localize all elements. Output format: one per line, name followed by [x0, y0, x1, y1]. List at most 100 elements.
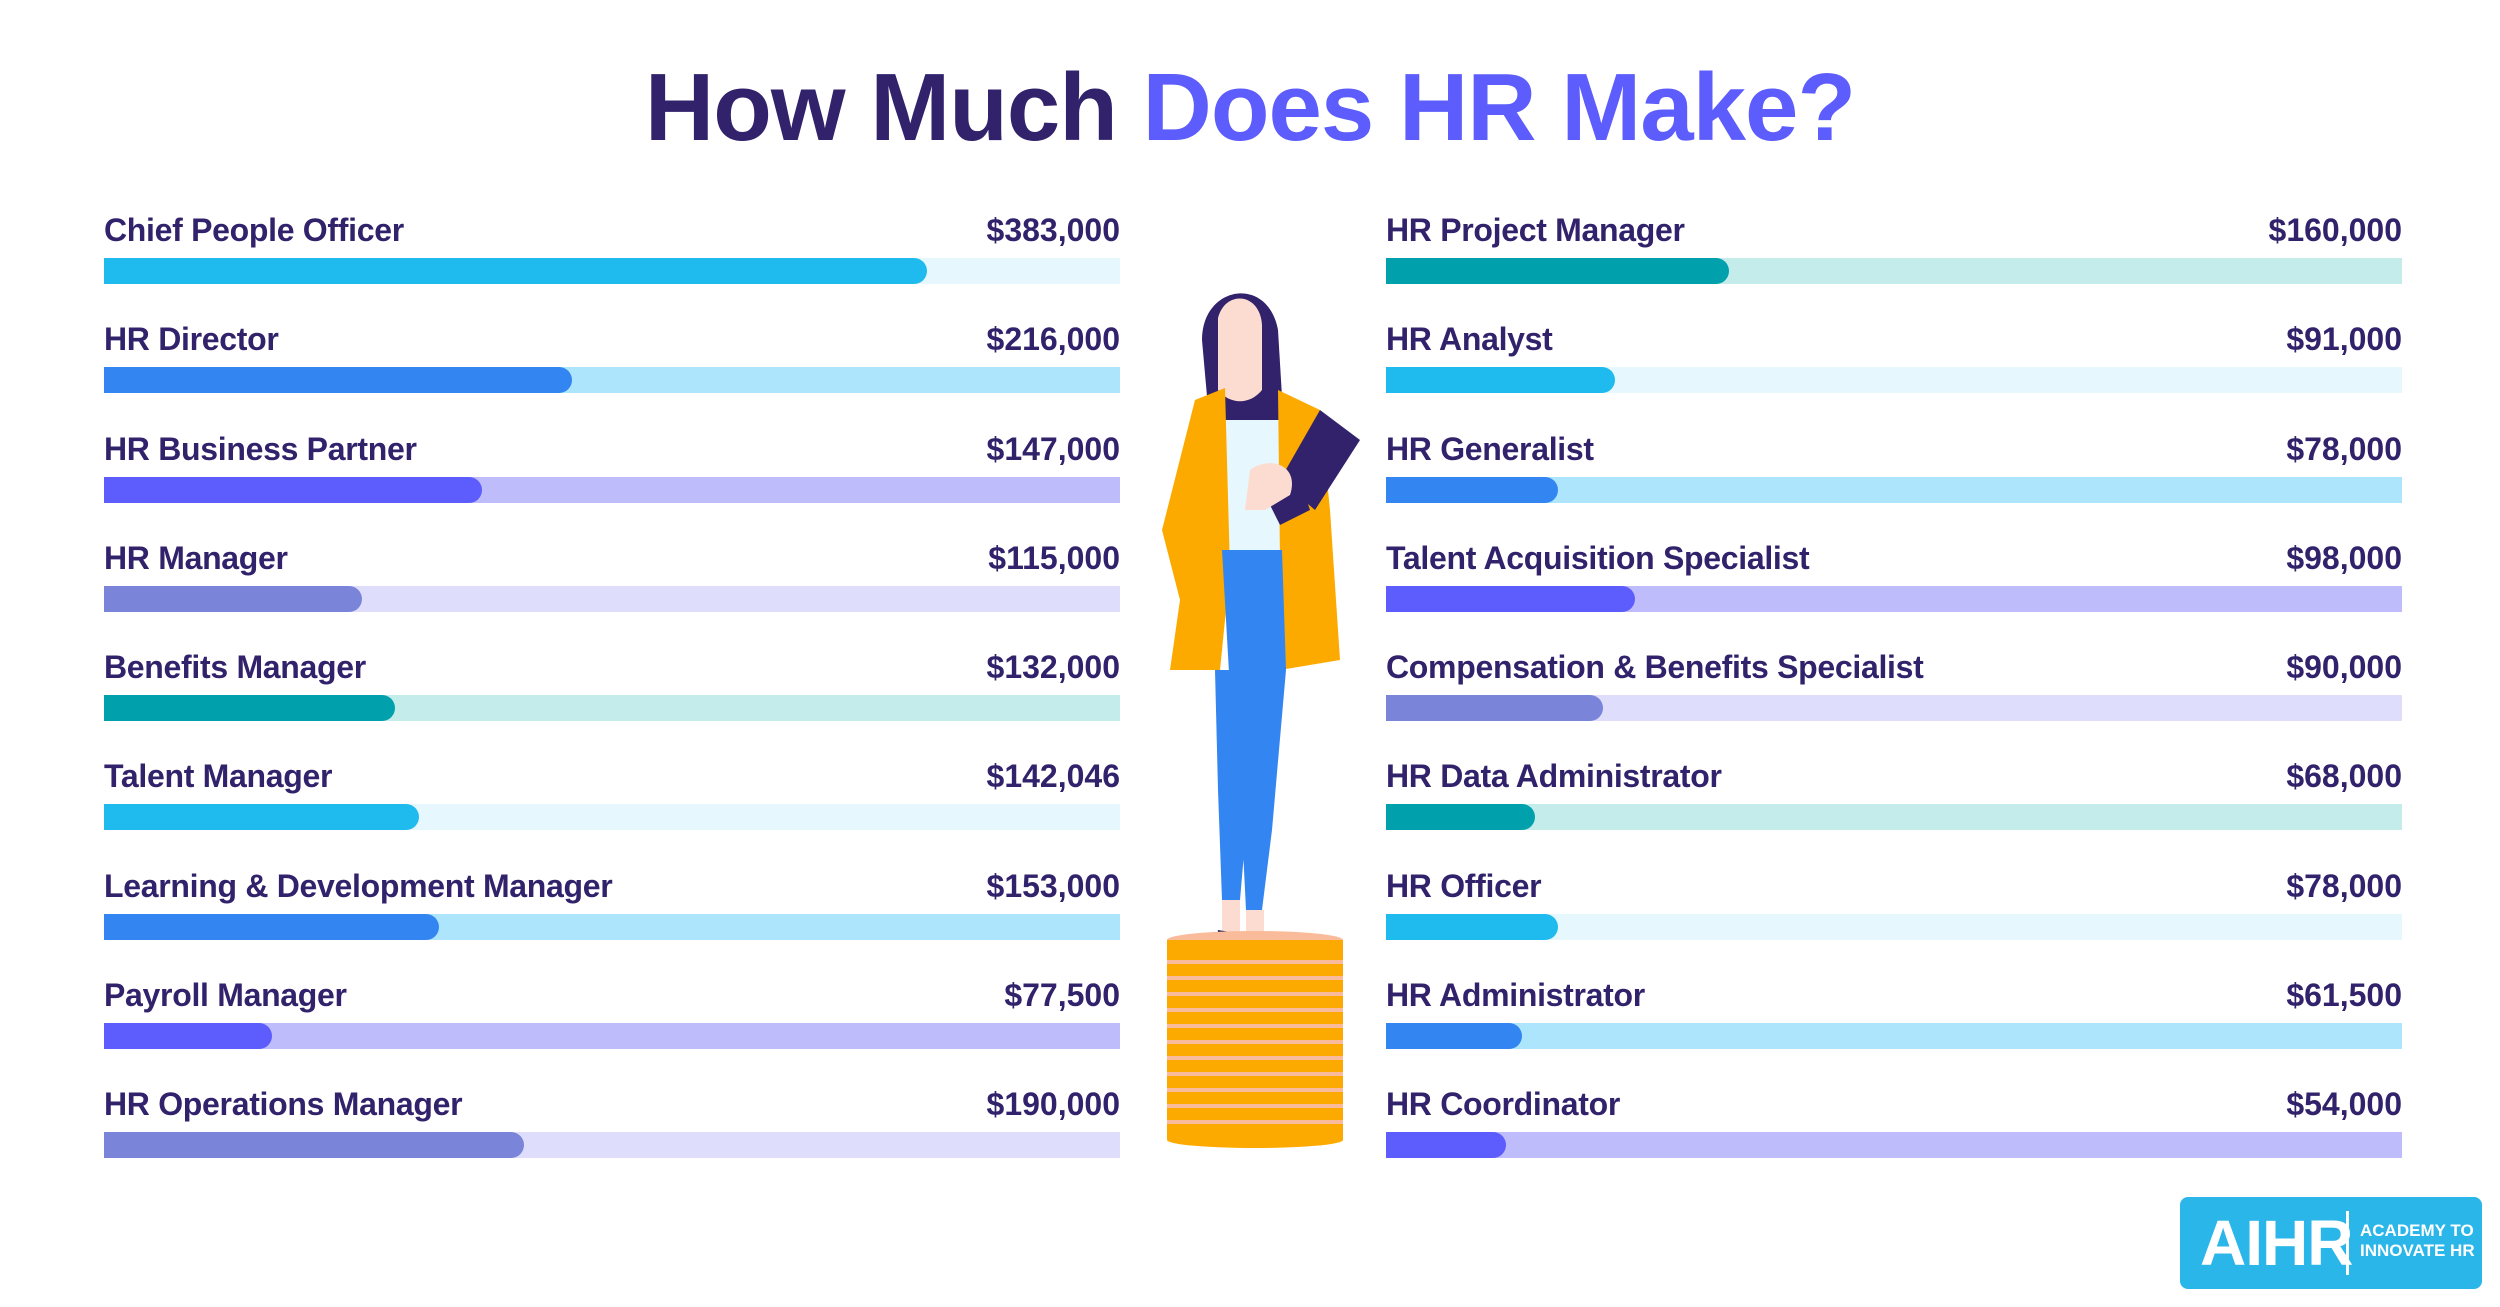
job-title-label: Talent Manager	[104, 758, 333, 795]
page-title: How Much Does HR Make?	[0, 48, 2500, 168]
salary-value: $132,000	[986, 649, 1120, 686]
salary-bar-row: Compensation & Benefits Specialist $90,00…	[1386, 642, 2402, 751]
title-part-dark: How Much	[644, 54, 1118, 161]
salary-value: $98,000	[2286, 539, 2402, 576]
bar-track	[104, 585, 1120, 612]
salary-bar-row: HR Business Partner $147,000	[104, 424, 1120, 533]
bar-fill	[104, 695, 395, 722]
salary-bar-row: Payroll Manager $77,500	[104, 970, 1120, 1079]
bar-fill	[104, 1132, 524, 1159]
bar-track	[104, 1023, 1120, 1050]
salary-bar-row: HR Administrator $61,500	[1386, 970, 2402, 1079]
bar-track	[104, 913, 1120, 940]
job-title-label: HR Director	[104, 321, 279, 358]
salary-bar-row: Learning & Development Manager $153,000	[104, 861, 1120, 970]
bar-fill	[1386, 476, 1558, 503]
bar-fill	[1386, 1132, 1506, 1159]
salary-value: $91,000	[2286, 321, 2402, 358]
bar-track	[104, 695, 1120, 722]
bar-fill	[1386, 258, 1730, 284]
job-title-label: HR Business Partner	[104, 430, 417, 467]
job-title-label: HR Operations Manager	[104, 1086, 463, 1123]
aihr-logo: AIHR ACADEMY TO INNOVATE HR	[2180, 1197, 2482, 1289]
title-part-accent: Does HR Make?	[1142, 54, 1857, 161]
bar-fill	[104, 804, 419, 831]
job-title-label: HR Project Manager	[1386, 212, 1685, 248]
bar-track	[1386, 1023, 2402, 1050]
bar-fill	[104, 367, 573, 394]
salary-value: $153,000	[986, 867, 1120, 904]
bar-fill	[1386, 913, 1558, 940]
logo-line-1: ACADEMY TO	[2360, 1221, 2474, 1240]
right-bar-column: HR Project Manager $160,000 HR Analyst $91,…	[1386, 205, 2402, 1189]
salary-bar-row: Talent Manager $142,046	[104, 751, 1120, 860]
bar-track	[104, 476, 1120, 503]
job-title-label: Benefits Manager	[104, 649, 366, 686]
bar-track	[1386, 1132, 2402, 1159]
job-title-label: HR Coordinator	[1386, 1086, 1621, 1123]
logo-divider	[2346, 1211, 2349, 1275]
salary-bar-row: Chief People Officer $383,000	[104, 205, 1120, 314]
bar-fill	[1386, 804, 1536, 831]
salary-value: $68,000	[2286, 758, 2402, 795]
job-title-label: HR Generalist	[1386, 430, 1594, 467]
bar-track	[1386, 367, 2402, 394]
salary-value: $147,000	[986, 430, 1120, 467]
salary-bar-row: HR Generalist $78,000	[1386, 424, 2402, 533]
job-title-label: Payroll Manager	[104, 977, 347, 1014]
job-title-label: HR Data Administrator	[1386, 758, 1722, 795]
bar-track	[1386, 258, 2402, 284]
salary-value: $77,500	[1004, 977, 1120, 1014]
job-title-label: HR Manager	[104, 539, 288, 576]
salary-value: $115,000	[988, 539, 1120, 576]
logo-mark: AIHR	[2200, 1207, 2353, 1279]
salary-value: $160,000	[2268, 212, 2402, 248]
bar-track	[1386, 585, 2402, 612]
bar-fill	[104, 585, 363, 612]
bar-track	[104, 367, 1120, 394]
woman-on-coins-illustration-icon	[1162, 293, 1360, 1148]
bar-fill	[1386, 585, 1635, 612]
job-title-label: HR Administrator	[1386, 977, 1645, 1014]
bar-fill	[1386, 1023, 1523, 1050]
salary-bar-row: HR Manager $115,000	[104, 533, 1120, 642]
bar-track	[1386, 913, 2402, 940]
bar-track	[1386, 476, 2402, 503]
bar-fill	[104, 1023, 272, 1050]
salary-value: $216,000	[986, 321, 1120, 358]
salary-value: $78,000	[2286, 867, 2402, 904]
bar-fill	[104, 913, 440, 940]
salary-value: $190,000	[986, 1086, 1120, 1123]
bar-track	[104, 1132, 1120, 1159]
left-bar-column: Chief People Officer $383,000 HR Director $…	[104, 205, 1120, 1189]
salary-bar-row: Talent Acquisition Specialist $98,000	[1386, 533, 2402, 642]
bar-track	[1386, 804, 2402, 831]
salary-bar-row: HR Operations Manager $190,000	[104, 1079, 1120, 1188]
salary-value: $78,000	[2286, 430, 2402, 467]
bar-track	[104, 804, 1120, 831]
bar-fill	[104, 476, 482, 503]
salary-bar-row: HR Officer $78,000	[1386, 861, 2402, 970]
salary-bar-row: HR Coordinator $54,000	[1386, 1079, 2402, 1188]
logo-line-2: INNOVATE HR	[2360, 1241, 2475, 1260]
bar-fill	[104, 258, 927, 284]
salary-bar-row: HR Data Administrator $68,000	[1386, 751, 2402, 860]
job-title-label: HR Officer	[1386, 867, 1542, 904]
bar-track	[1386, 695, 2402, 722]
salary-bar-row: HR Analyst $91,000	[1386, 314, 2402, 423]
job-title-label: Chief People Officer	[104, 212, 404, 248]
salary-bar-row: Benefits Manager $132,000	[104, 642, 1120, 751]
bar-fill	[1386, 695, 1604, 722]
salary-value: $90,000	[2286, 649, 2402, 686]
salary-value: $383,000	[986, 212, 1120, 248]
salary-value: $54,000	[2286, 1086, 2402, 1123]
bar-track	[104, 258, 1120, 284]
job-title-label: Compensation & Benefits Specialist	[1386, 649, 1924, 686]
job-title-label: HR Analyst	[1386, 321, 1553, 358]
salary-value: $142,046	[986, 758, 1120, 795]
job-title-label: Learning & Development Manager	[104, 867, 613, 904]
salary-bar-row: HR Project Manager $160,000	[1386, 205, 2402, 314]
bar-fill	[1386, 367, 1615, 394]
job-title-label: Talent Acquisition Specialist	[1386, 539, 1810, 576]
salary-value: $61,500	[2286, 977, 2402, 1014]
